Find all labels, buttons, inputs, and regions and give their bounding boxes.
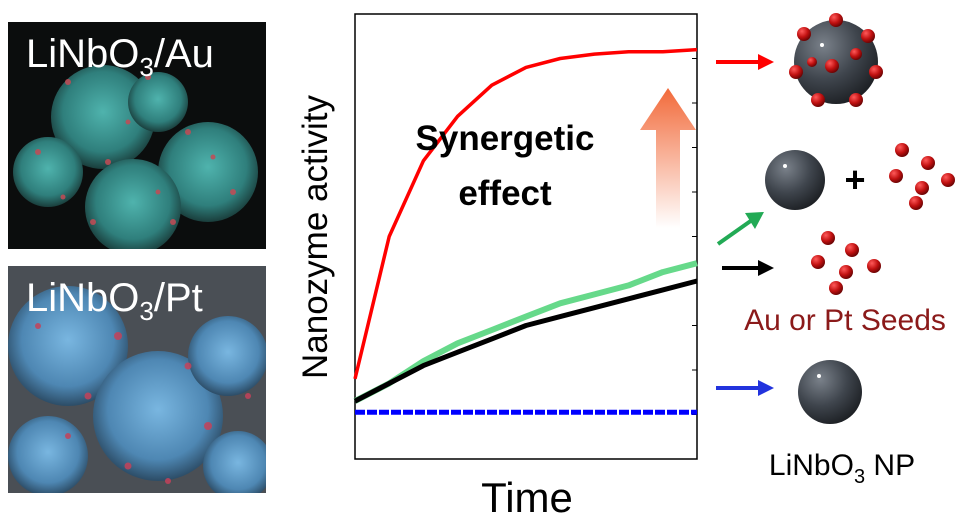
panel-label-pt: LiNbO3/Pt: [26, 276, 203, 326]
series-line-0: [353, 47, 698, 380]
mixture-nanoparticle-icon: [765, 150, 825, 210]
y-axis-label: Nanozyme activity: [296, 95, 335, 379]
red-arrow-icon: [716, 54, 774, 70]
x-axis-label: Time: [481, 474, 573, 521]
annotation-line-1: Synergetic: [416, 119, 595, 158]
blue-arrow-icon: [716, 380, 774, 396]
series-layer: [353, 47, 698, 415]
bare-nanoparticle-icon: [798, 360, 862, 424]
linbo3-au-image: LiNbO3/Au: [8, 22, 266, 249]
decorated-nanoparticle-icon: [789, 13, 883, 107]
nanoparticle-label: LiNbO3 NP: [769, 449, 915, 488]
synergy-up-arrow-icon: [640, 88, 696, 228]
annotation-line-2: effect: [458, 174, 552, 213]
panel-label-au: LiNbO3/Au: [26, 32, 214, 82]
black-arrow-icon: [722, 260, 774, 276]
linbo3-pt-image: LiNbO3/Pt: [8, 266, 266, 493]
series-line-1: [353, 260, 698, 404]
plot-frame: [354, 13, 698, 460]
seeds-only-icon: [811, 231, 881, 295]
seeds-label: Au or Pt Seeds: [744, 304, 946, 337]
free-seeds-icon: [889, 143, 955, 210]
series-line-2: [353, 278, 698, 404]
plus-sign: +: [844, 159, 865, 200]
green-arrow-icon: [716, 212, 764, 246]
